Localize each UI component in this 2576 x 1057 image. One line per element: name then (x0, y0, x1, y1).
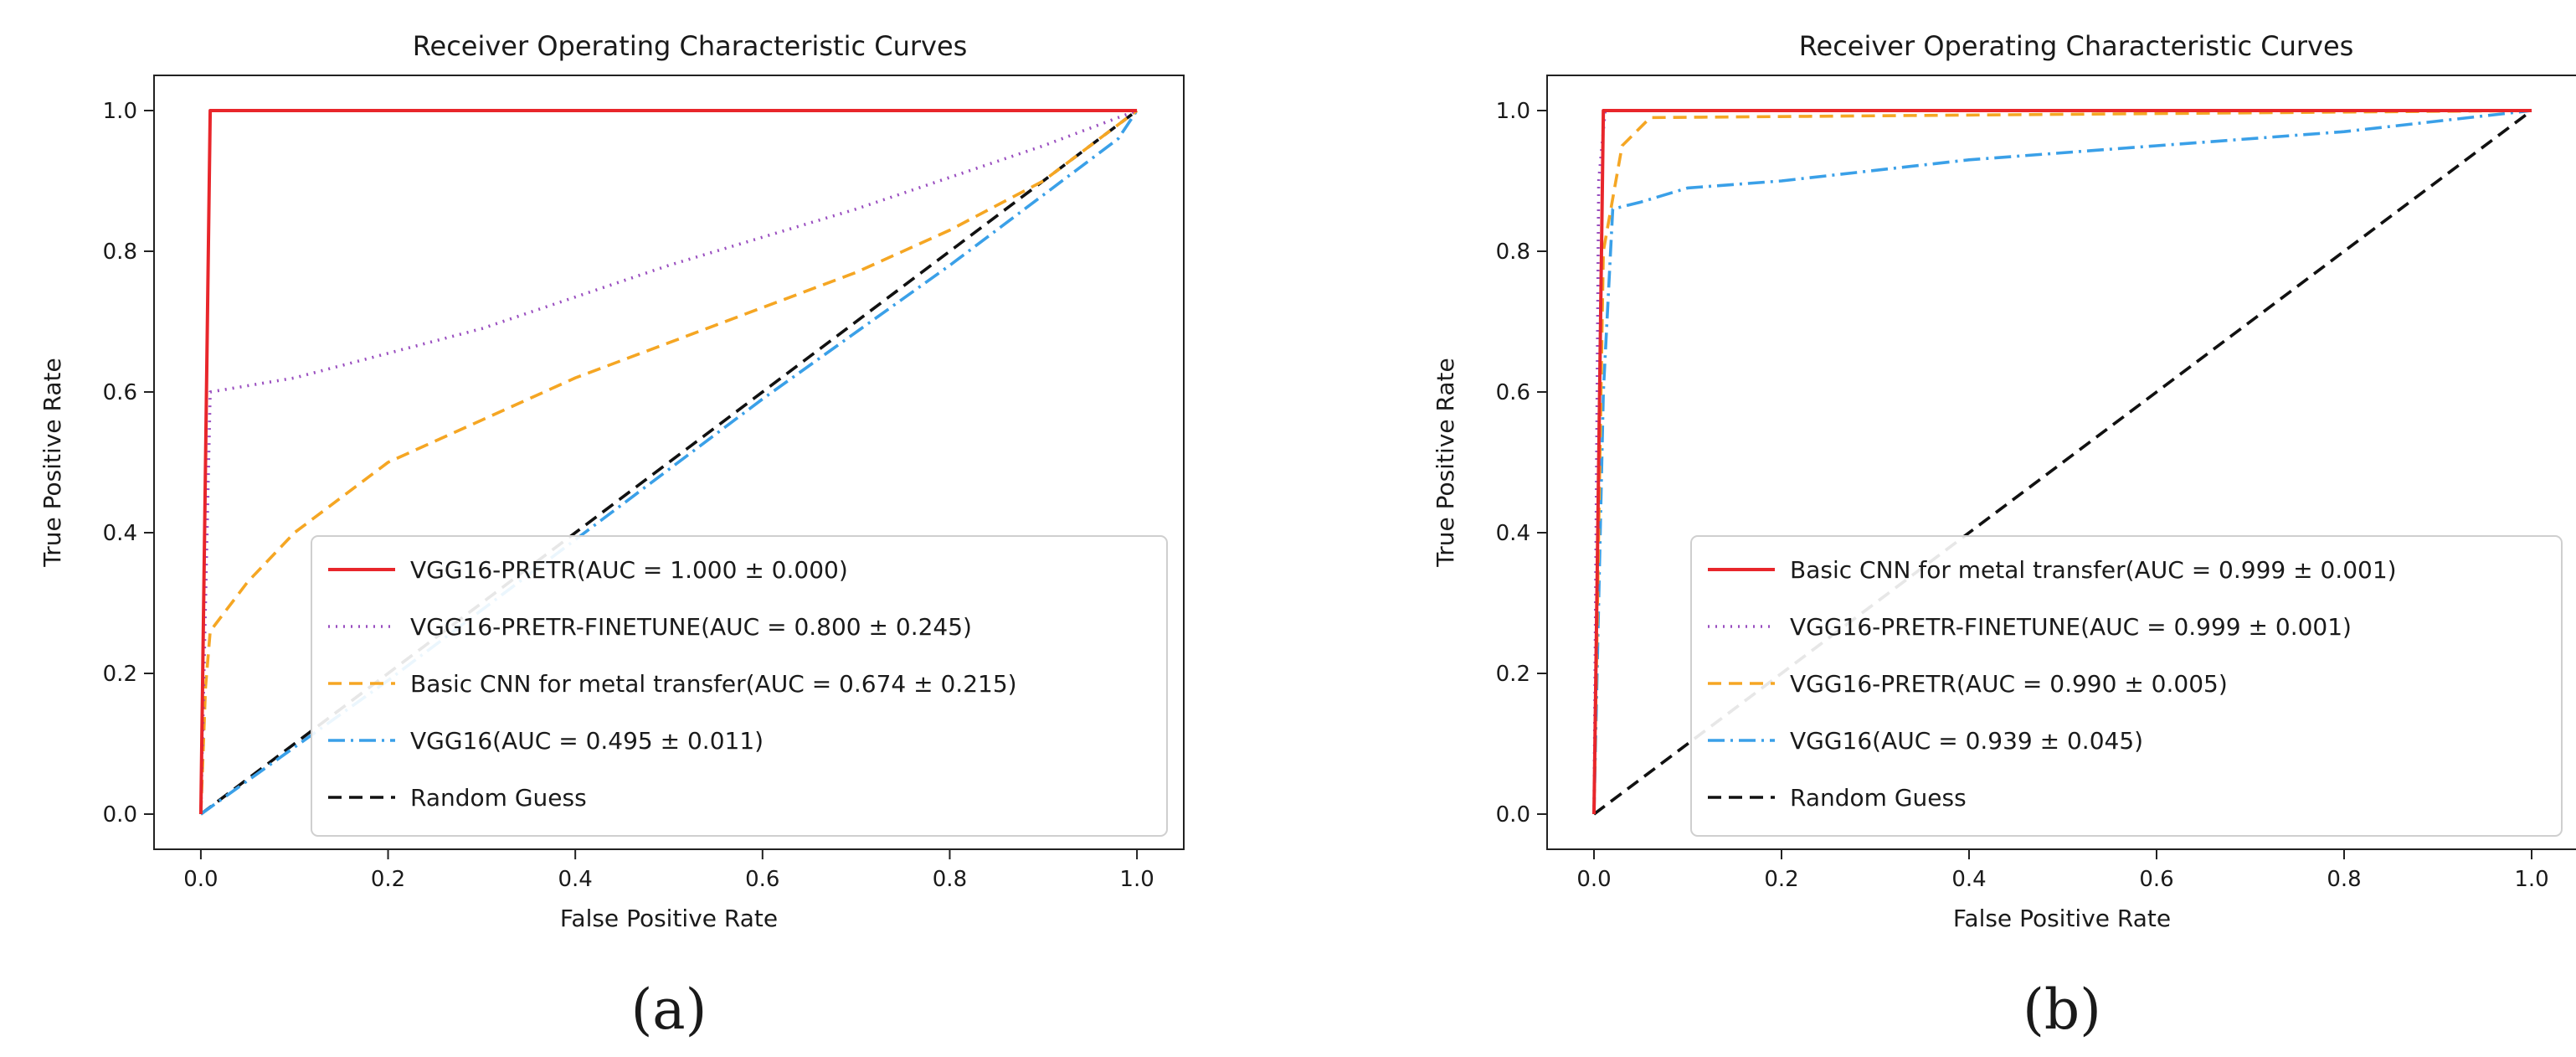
legend-entry: Basic CNN for metal transfer(AUC = 0.999… (1790, 556, 2397, 584)
panel-caption: (a) (631, 977, 707, 1042)
x-tick-label: 0.4 (558, 867, 593, 892)
y-tick-label: 0.8 (1496, 240, 1530, 265)
y-tick-label: 1.0 (103, 99, 137, 124)
roc-curve-vgg16-pretr (198, 109, 1138, 815)
chart-title: Receiver Operating Characteristic Curves (413, 30, 968, 62)
x-tick-label: 1.0 (2514, 867, 2548, 892)
x-tick-label: 0.0 (1576, 867, 1611, 892)
x-axis-label: False Positive Rate (1953, 905, 2171, 932)
roc-curve-basic-cnn-for-metal-transfer (199, 109, 1139, 815)
x-tick-label: 0.8 (933, 867, 967, 892)
plot-frame (1546, 75, 2576, 850)
roc-curve-basic-cnn-for-metal-transfer (1592, 109, 2532, 815)
x-tick-label: 0.6 (2139, 867, 2173, 892)
x-tick-label: 0.6 (745, 867, 779, 892)
x-tick-label: 0.4 (1951, 867, 1986, 892)
roc-panel-b: Receiver Operating Characteristic Curves… (1432, 30, 2576, 1042)
legend-entry: VGG16(AUC = 0.939 ± 0.045) (1790, 727, 2143, 755)
roc-curve-vgg16-pretr-finetune (199, 109, 1138, 815)
legend-entry: VGG16-PRETR(AUC = 0.990 ± 0.005) (1790, 670, 2228, 698)
y-tick-label: 0.4 (103, 521, 137, 546)
x-tick-label: 0.2 (1764, 867, 1798, 892)
legend-entry: Random Guess (1790, 784, 1967, 812)
legend-entry: VGG16-PRETR-FINETUNE(AUC = 0.999 ± 0.001… (1790, 613, 2352, 641)
x-axis-label: False Positive Rate (560, 905, 778, 932)
legend-entry: VGG16(AUC = 0.495 ± 0.011) (410, 727, 764, 755)
plot-frame (153, 75, 1185, 850)
legend-entry: VGG16-PRETR-FINETUNE(AUC = 0.800 ± 0.245… (410, 613, 972, 641)
tick-group: 0.0 0.2 0.4 0.6 0.8 1.0 0.0 0.2 0.4 0.6 0.8 1.0 (1496, 99, 2549, 892)
legend: VGG16-PRETR(AUC = 1.000 ± 0.000) VGG16-PR… (311, 535, 1168, 837)
legend-entry: VGG16-PRETR(AUC = 1.000 ± 0.000) (410, 556, 848, 584)
tick-group: 0.0 0.2 0.4 0.6 0.8 1.0 0.0 0.2 0.4 0.6 0.8 1.0 (103, 99, 1154, 892)
y-tick-label: 0.0 (103, 802, 137, 828)
y-tick-label: 0.6 (1496, 380, 1530, 405)
y-tick-label: 0.2 (1496, 662, 1530, 687)
roc-curve-vgg16 (1592, 109, 2532, 815)
x-tick-label: 1.0 (1119, 867, 1154, 892)
legend: Basic CNN for metal transfer(AUC = 0.999… (1690, 535, 2563, 837)
legend-entry: Basic CNN for metal transfer(AUC = 0.674… (410, 670, 1017, 698)
y-axis-label: True Positive Rate (39, 358, 66, 567)
roc-curve-vgg16-pretr (1592, 109, 2532, 815)
y-tick-label: 0.0 (1496, 802, 1530, 828)
y-tick-label: 0.2 (103, 662, 137, 687)
panel-caption: (b) (2023, 977, 2101, 1042)
chart-title: Receiver Operating Characteristic Curves (1799, 30, 2354, 62)
x-tick-label: 0.2 (371, 867, 405, 892)
y-tick-label: 0.6 (103, 380, 137, 405)
y-tick-label: 0.4 (1496, 521, 1530, 546)
y-tick-label: 0.8 (103, 240, 137, 265)
roc-panel-a: Receiver Operating Characteristic Curves… (39, 30, 1185, 1042)
legend-entry: Random Guess (410, 784, 587, 812)
roc-curve-vgg16-pretr-finetune (1592, 109, 2532, 815)
y-tick-label: 1.0 (1496, 99, 1530, 124)
x-tick-label: 0.8 (2327, 867, 2361, 892)
x-tick-label: 0.0 (183, 867, 218, 892)
legend-box (311, 535, 1168, 837)
y-axis-label: True Positive Rate (1432, 358, 1459, 567)
legend-box (1690, 535, 2563, 837)
